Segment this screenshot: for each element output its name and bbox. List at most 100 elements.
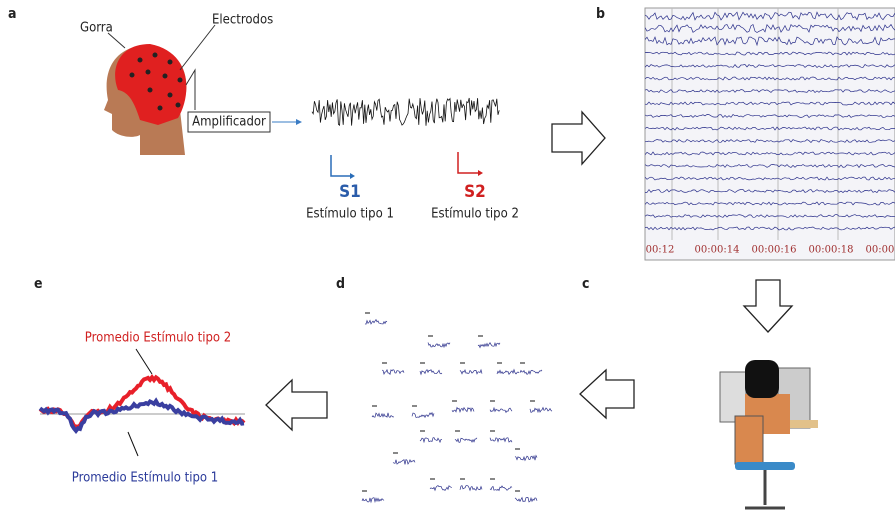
eeg-trace xyxy=(645,51,895,56)
channel-tag xyxy=(372,405,377,407)
eeg-trace xyxy=(645,64,895,68)
panel-label: a xyxy=(8,6,17,22)
eeg-trace xyxy=(645,176,895,181)
eeg-recording xyxy=(644,7,895,261)
eeg-trace xyxy=(645,11,895,21)
channel-trace xyxy=(419,369,443,376)
arrow-head xyxy=(296,119,302,125)
flow-arrow xyxy=(579,368,635,420)
eeg-trace xyxy=(645,76,895,81)
eeg-trace xyxy=(645,189,895,193)
channel-trace xyxy=(489,437,513,443)
channel-trace xyxy=(514,454,538,462)
eeg-signal xyxy=(311,97,500,126)
panel-label: c xyxy=(582,276,589,292)
channel-trace xyxy=(529,406,553,414)
channel-trace xyxy=(477,341,501,349)
channel-tag xyxy=(490,478,495,480)
channel-trace xyxy=(381,368,405,376)
eeg-trace xyxy=(645,214,895,218)
channel-trace xyxy=(459,368,483,375)
time-label: 00:00:20 xyxy=(866,245,895,256)
channel-trace xyxy=(514,496,538,503)
time-label: 00:00:16 xyxy=(752,245,797,256)
channel-trace xyxy=(489,485,513,492)
panel-label: e xyxy=(34,276,43,292)
channel-tag xyxy=(420,430,425,432)
channel-tag xyxy=(490,430,495,432)
channel-tag xyxy=(520,362,525,364)
channel-tag xyxy=(490,400,495,402)
eeg-trace xyxy=(645,139,895,143)
channel-trace xyxy=(451,406,475,414)
channel-tag xyxy=(460,362,465,364)
eeg-trace xyxy=(645,164,895,169)
eeg-trace xyxy=(645,126,895,131)
channel-tag xyxy=(428,335,433,337)
panel-label: d xyxy=(336,276,345,292)
stimulus-marker xyxy=(330,155,352,177)
pointer xyxy=(127,348,153,457)
channel-tag xyxy=(478,335,483,337)
eeg-trace xyxy=(645,151,895,156)
panel-label: b xyxy=(596,6,605,22)
time-label: 00:12 xyxy=(646,245,675,256)
eeg-trace xyxy=(645,101,895,106)
channel-tag xyxy=(393,452,398,454)
flow-arrow xyxy=(265,378,328,432)
channel-tag xyxy=(420,362,425,364)
average-1-label: Promedio Estímulo tipo 1 xyxy=(72,471,218,486)
channel-tag xyxy=(515,490,520,492)
s2-label: S2 xyxy=(464,182,486,202)
eeg-trace xyxy=(645,201,895,206)
channel-tag xyxy=(452,400,457,402)
channel-tag xyxy=(412,405,417,407)
channel-trace xyxy=(427,342,451,349)
channel-tag xyxy=(382,362,387,364)
average-waveform xyxy=(38,397,245,434)
s1-label: S1 xyxy=(339,182,361,202)
s1-caption: Estímulo tipo 1 xyxy=(306,207,394,222)
channel-trace xyxy=(496,368,520,375)
channel-trace xyxy=(364,318,388,325)
arrow-head xyxy=(478,170,483,176)
channel-trace xyxy=(489,406,513,414)
channel-tag xyxy=(460,478,465,480)
channel-tag xyxy=(515,448,520,450)
time-label: 00:00:14 xyxy=(695,245,740,256)
electrodes-label: Electrodos xyxy=(212,13,273,28)
average-2-label: Promedio Estímulo tipo 2 xyxy=(85,331,231,346)
channel-trace xyxy=(519,369,543,375)
head-illustration xyxy=(104,24,216,155)
channel-trace xyxy=(411,411,435,419)
person-illustration xyxy=(719,360,818,510)
channel-tag xyxy=(430,478,435,480)
eeg-trace xyxy=(645,226,895,231)
time-label: 00:00:18 xyxy=(809,245,854,256)
flow-arrow xyxy=(742,279,794,333)
amplifier-label: Amplificador xyxy=(192,115,266,130)
channel-trace xyxy=(419,437,443,444)
channel-tag xyxy=(362,490,367,492)
channel-tag xyxy=(530,400,535,402)
channel-trace xyxy=(429,485,453,492)
amplifier-box xyxy=(187,111,271,133)
eeg-trace xyxy=(645,23,895,33)
eeg-trace xyxy=(645,36,895,47)
channel-trace xyxy=(459,485,483,492)
channel-tag xyxy=(365,312,370,314)
channel-tag xyxy=(497,362,502,364)
arrow-head xyxy=(350,173,355,179)
channel-trace xyxy=(371,412,395,418)
s2-caption: Estímulo tipo 2 xyxy=(431,207,519,222)
eeg-trace xyxy=(645,89,895,93)
flow-arrow xyxy=(551,110,606,166)
stimulus-marker xyxy=(457,152,480,174)
channel-trace xyxy=(392,459,416,465)
channel-trace xyxy=(361,497,385,504)
channel-tag xyxy=(455,430,460,432)
eeg-trace xyxy=(645,114,895,119)
channel-trace xyxy=(454,437,478,443)
cap-label: Gorra xyxy=(80,21,113,36)
